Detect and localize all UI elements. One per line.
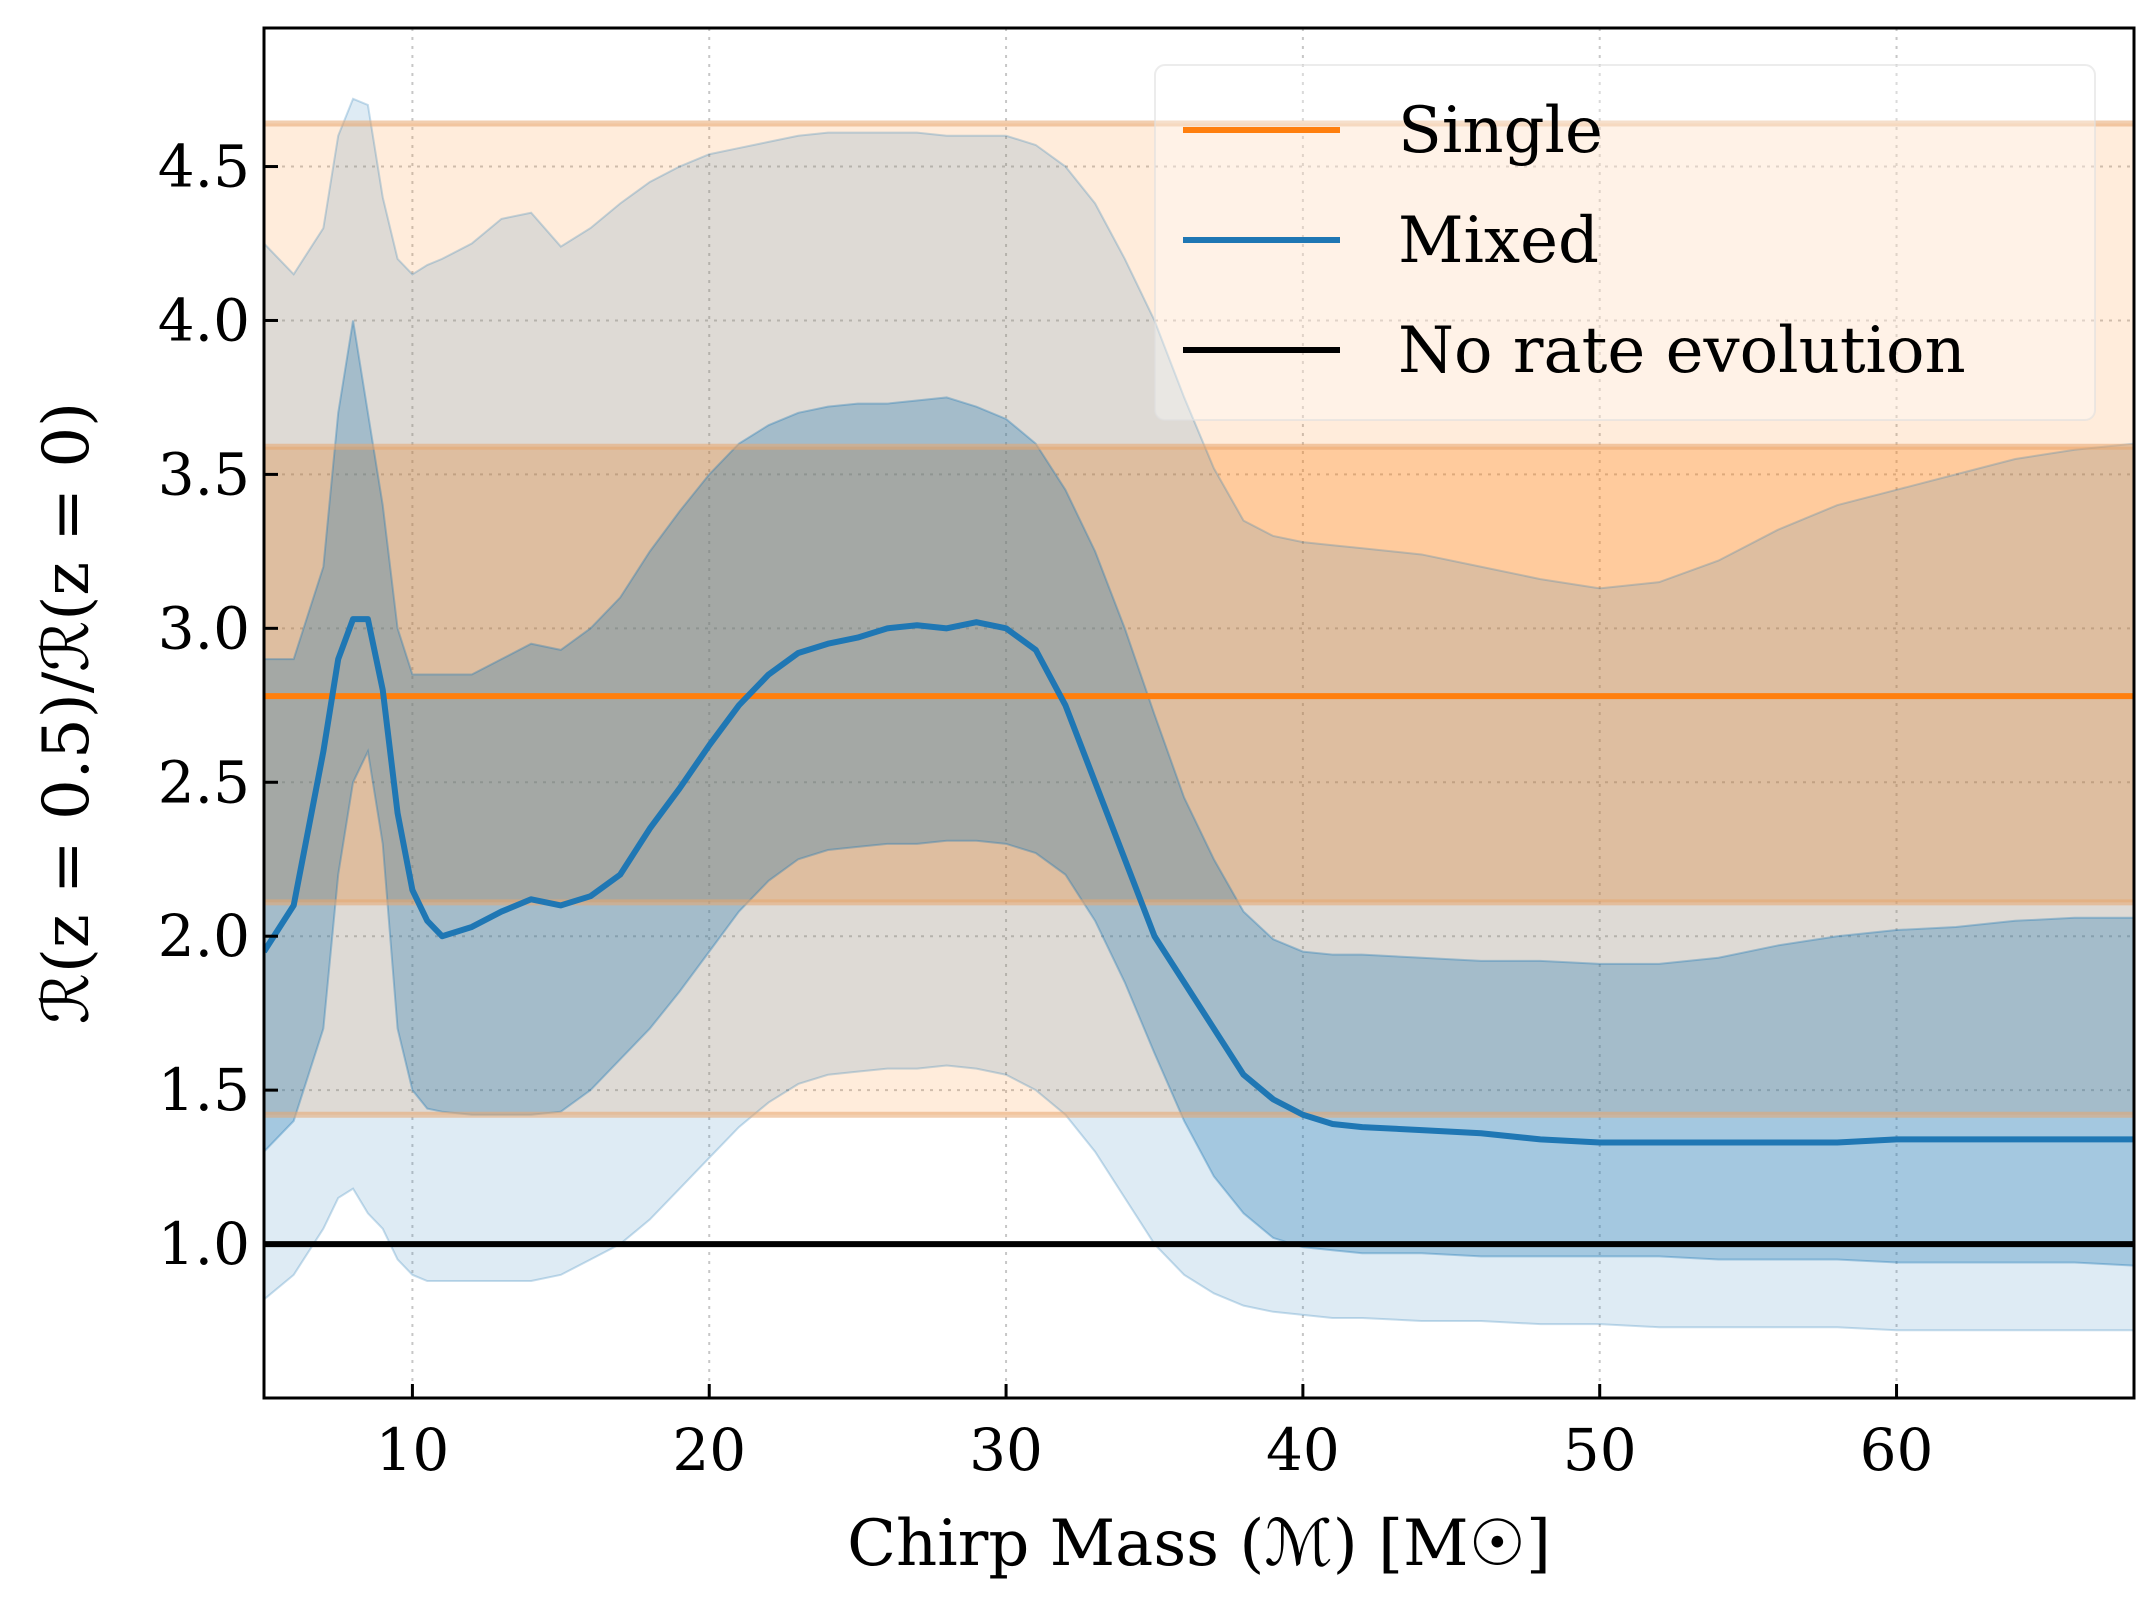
x-tick-label: 60 [1860,1416,1934,1484]
legend: Single Mixed No rate evolution [1154,64,2096,421]
x-tick-label: 10 [376,1416,450,1484]
lines [264,120,2134,1248]
y-tick-label: 2.5 [158,748,250,816]
x-tick-label: 50 [1563,1416,1637,1484]
y-tick-label: 4.0 [158,286,250,354]
y-tick-label: 3.0 [158,594,250,662]
mixed-median-line [264,616,2134,1146]
y-tick-label: 2.0 [158,902,250,970]
y-tick-label: 3.5 [158,440,250,508]
y-tick-label: 4.5 [158,133,250,201]
mixed-inner-band [264,320,2134,1267]
bands [264,97,2134,1332]
y-tick-label: 1.0 [158,1210,250,1278]
x-tick-label: 30 [969,1416,1043,1484]
ticks: 10 20 30 40 50 60 1.0 1.5 2.0 2.5 3.0 3.5 4.0 4.5 [158,133,1934,1484]
legend-label: Single [1398,94,1603,168]
mixed-outer-band [264,97,2134,1332]
legend-label: No rate evolution [1398,314,1966,388]
single-outer-band [264,123,2134,1115]
y-axis-label: ℛ(z = 0.5)/ℛ(z = 0) [30,402,104,1024]
legend-label: Mixed [1398,204,1599,278]
x-tick-label: 20 [672,1416,746,1484]
plot-frame [262,26,2136,1400]
x-tick-label: 40 [1266,1416,1340,1484]
x-axis-label: Chirp Mass (ℳ) [M☉] [847,1507,1551,1581]
single-inner-band [264,446,2134,903]
y-tick-label: 1.5 [158,1056,250,1124]
legend-box [1154,64,2096,421]
